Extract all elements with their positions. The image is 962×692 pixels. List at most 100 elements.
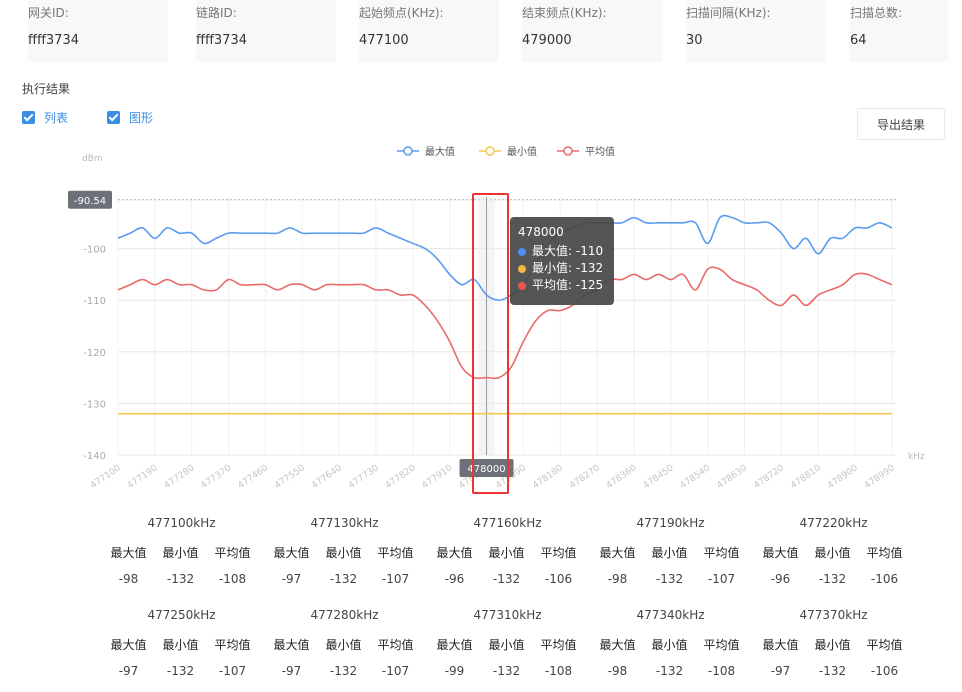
stat-value: -132 <box>492 664 521 678</box>
info-value: ffff3734 <box>28 33 79 48</box>
x-tick-label: 478720 <box>752 463 786 491</box>
x-tick-label: 478810 <box>789 463 823 491</box>
export-results-button[interactable]: 导出结果 <box>857 108 945 140</box>
x-tick-label: 478630 <box>715 463 749 491</box>
chart-tooltip: 478000 最大值: -110 最小值: -132 平均值: -125 <box>510 217 614 305</box>
stat-value: -97 <box>281 664 302 678</box>
info-label: 扫描总数: <box>850 6 903 20</box>
tooltip-row-avg: 平均值: -125 <box>518 277 606 294</box>
selection-highlight-box <box>472 193 509 494</box>
list-view-label[interactable]: 列表 <box>44 110 69 125</box>
reading-frequency: 477190kHz <box>636 516 705 530</box>
info-label: 链路ID: <box>196 6 237 20</box>
tooltip-dot-min-icon <box>518 264 526 273</box>
info-link-id: 链路ID: ffff3734 <box>196 0 336 62</box>
x-tick-label: 477190 <box>126 463 160 491</box>
reading-item: 477100kHz 最大值 -98 最小值 -132 平均值 -108 <box>100 508 263 600</box>
stat-name: 平均值 <box>214 546 251 560</box>
stat-value: -132 <box>818 572 847 586</box>
stat-value: -132 <box>166 572 195 586</box>
checkbox-checked-icon[interactable] <box>22 110 35 124</box>
x-tick-label: 478180 <box>531 463 565 491</box>
stat-value: -108 <box>544 664 573 678</box>
info-value: 477100 <box>359 33 409 48</box>
stat-name: 平均值 <box>540 546 577 560</box>
y-tick-label: -140 <box>83 451 106 462</box>
stat-name: 最小值 <box>162 546 199 560</box>
tooltip-row-avg-label: 平均值: -125 <box>532 278 604 292</box>
y-tick-label: -120 <box>83 348 106 359</box>
legend-label: 平均值 <box>585 145 615 158</box>
stat-value: -97 <box>118 664 139 678</box>
stat-value: -97 <box>770 664 791 678</box>
legend-item-max: 最大值 <box>397 145 455 158</box>
tooltip-title: 478000 <box>518 225 564 239</box>
stat-value: -98 <box>607 664 628 678</box>
reading-item: 477160kHz 最大值 -96 最小值 -132 平均值 -106 <box>426 508 589 600</box>
stat-name: 最小值 <box>651 546 688 560</box>
tooltip-row-max-label: 最大值: -110 <box>532 244 604 258</box>
tooltip-row-max: 最大值: -110 <box>518 243 606 260</box>
info-value: 479000 <box>522 33 572 48</box>
stat-name: 最小值 <box>488 638 525 652</box>
x-tick-label: 477730 <box>347 463 381 491</box>
chart-view-label[interactable]: 图形 <box>129 110 154 125</box>
checkbox-checked-icon[interactable] <box>107 110 120 124</box>
y-tick-label: -110 <box>83 296 106 307</box>
x-axis-label: kHz <box>908 452 925 462</box>
stat-name: 最大值 <box>110 638 147 652</box>
stat-value: -108 <box>707 664 736 678</box>
reading-frequency: 477250kHz <box>147 608 216 622</box>
stat-name: 最小值 <box>325 638 362 652</box>
y-tick-label: -100 <box>83 245 106 256</box>
stat-value: -107 <box>381 664 410 678</box>
readings-list: 477100kHz 最大值 -98 最小值 -132 平均值 -108 477130k… <box>14 508 948 692</box>
legend-circle-icon <box>563 146 573 156</box>
stat-name: 最大值 <box>599 546 636 560</box>
stat-name: 平均值 <box>866 638 903 652</box>
stat-value: -132 <box>492 572 521 586</box>
stat-name: 最小值 <box>325 546 362 560</box>
stat-name: 平均值 <box>703 638 740 652</box>
info-label: 结束频点(KHz): <box>522 6 607 20</box>
info-value: 30 <box>686 33 703 48</box>
x-tick-label: 477820 <box>384 463 418 491</box>
stat-name: 平均值 <box>703 546 740 560</box>
x-tick-label: 478990 <box>863 463 897 491</box>
spectrum-chart[interactable]: -100 -110 -120 -130 -140 dBm 477100 477190 47728… <box>0 136 962 506</box>
info-start-freq: 起始频点(KHz): 477100 <box>359 0 499 62</box>
stat-name: 最大值 <box>436 638 473 652</box>
stat-name: 平均值 <box>377 638 414 652</box>
stat-name: 最大值 <box>273 638 310 652</box>
reading-item: 477130kHz 最大值 -97 最小值 -132 平均值 -107 <box>263 508 426 600</box>
crosshair-y-readout-box <box>68 190 112 209</box>
chart-view-checkbox[interactable]: 图形 <box>107 109 153 125</box>
stat-value: -106 <box>870 664 899 678</box>
stat-name: 平均值 <box>214 638 251 652</box>
reading-frequency: 477220kHz <box>799 516 868 530</box>
stat-value: -97 <box>281 572 302 586</box>
list-view-checkbox[interactable]: 列表 <box>22 109 68 125</box>
tooltip-row-min: 最小值: -132 <box>518 260 606 277</box>
stat-name: 最小值 <box>488 546 525 560</box>
stat-value: -132 <box>655 572 684 586</box>
legend-circle-icon <box>403 146 413 156</box>
reading-item: 477220kHz 最大值 -96 最小值 -132 平均值 -106 <box>752 508 915 600</box>
info-label: 起始频点(KHz): <box>359 6 444 20</box>
info-gateway-id: 网关ID: ffff3734 <box>28 0 168 62</box>
spectrum-chart-svg[interactable]: -100 -110 -120 -130 -140 dBm 477100 477190 47728… <box>0 136 962 506</box>
legend-circle-icon <box>485 146 495 156</box>
reading-item: 477250kHz 最大值 -97 最小值 -132 平均值 -107 <box>100 600 263 692</box>
stat-value: -107 <box>707 572 736 586</box>
reading-frequency: 477280kHz <box>310 608 379 622</box>
y-axis-label: dBm <box>82 154 103 164</box>
y-tick-label: -130 <box>83 399 106 410</box>
legend-item-min: 最小值 <box>479 145 537 158</box>
reading-item: 477310kHz 最大值 -99 最小值 -132 平均值 -108 <box>426 600 589 692</box>
stat-value: -107 <box>381 572 410 586</box>
stat-value: -107 <box>218 664 247 678</box>
reading-item: 477340kHz 最大值 -98 最小值 -132 平均值 -108 <box>589 600 752 692</box>
x-tick-label: 478540 <box>678 463 712 491</box>
stat-name: 最大值 <box>762 638 799 652</box>
stat-name: 最大值 <box>599 638 636 652</box>
